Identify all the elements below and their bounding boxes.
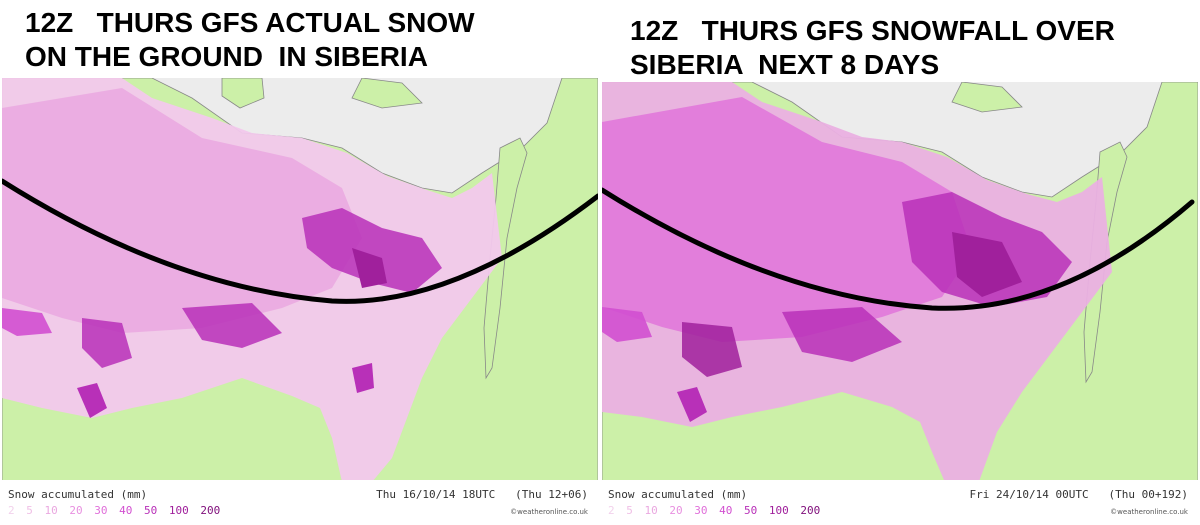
legend-level: 100 — [768, 504, 789, 517]
legend-level: 200 — [200, 504, 221, 517]
legend-scale: 2 5 10 20 30 40 50 100 200 — [608, 504, 825, 517]
legend-level: 40 — [119, 504, 133, 517]
credit: ©weatheronline.co.uk — [510, 508, 588, 516]
legend-level: 10 — [644, 504, 658, 517]
snow-field — [602, 307, 652, 342]
panel-title: 12Z THURS GFS SNOWFALL OVER SIBERIA NEXT… — [630, 15, 1115, 80]
annotation-curve — [602, 187, 1195, 311]
map-footer: Snow accumulated (mm) 2 5 10 20 30 40 50… — [0, 480, 600, 525]
legend-level: 200 — [800, 504, 821, 517]
valid-time: Fri 24/10/14 00UTC (Thu 00+192) — [969, 488, 1188, 501]
legend-level: 20 — [669, 504, 683, 517]
snow-field — [77, 383, 107, 418]
legend-level: 40 — [719, 504, 733, 517]
panel-title: 12Z THURS GFS ACTUAL SNOW ON THE GROUND … — [25, 7, 475, 72]
arctic-island — [221, 78, 265, 109]
legend-scale: 2 5 10 20 30 40 50 100 200 — [8, 504, 225, 517]
snow-field — [952, 232, 1022, 297]
snow-map-svg — [602, 82, 1198, 487]
snow-field — [2, 88, 362, 333]
snow-field — [602, 97, 972, 342]
legend-title: Snow accumulated (mm) — [8, 488, 148, 501]
legend-level: 5 — [26, 504, 33, 517]
snow-field — [2, 308, 52, 336]
legend-title: Snow accumulated (mm) — [608, 488, 748, 501]
snow-field — [302, 208, 442, 293]
annotation-curve — [2, 178, 598, 304]
panel-snowfall-8days: 12Z THURS GFS SNOWFALL OVER SIBERIA NEXT… — [600, 0, 1200, 525]
panel-snow-depth: 12Z THURS GFS ACTUAL SNOW ON THE GROUND … — [0, 7, 600, 525]
snow-field — [82, 318, 132, 368]
snow-map — [2, 78, 598, 482]
snow-field — [677, 387, 707, 422]
legend-level: 5 — [626, 504, 633, 517]
snow-field — [182, 303, 282, 348]
legend-level: 50 — [744, 504, 758, 517]
snow-field — [352, 248, 387, 288]
legend-level: 30 — [694, 504, 708, 517]
map-footer: Snow accumulated (mm) 2 5 10 20 30 40 50… — [600, 480, 1200, 525]
legend-level: 10 — [44, 504, 58, 517]
legend-level: 50 — [144, 504, 158, 517]
snow-field — [682, 322, 742, 377]
credit: ©weatheronline.co.uk — [1110, 508, 1188, 516]
arctic-island — [951, 82, 1023, 113]
snow-field — [782, 307, 902, 362]
legend-level: 20 — [69, 504, 83, 517]
arctic-island — [351, 78, 423, 109]
legend-level: 30 — [94, 504, 108, 517]
valid-time: Thu 16/10/14 18UTC (Thu 12+06) — [376, 488, 588, 501]
legend-level: 2 — [608, 504, 615, 517]
snow-field — [352, 363, 374, 393]
legend-level: 2 — [8, 504, 15, 517]
legend-level: 100 — [168, 504, 189, 517]
snow-map-svg — [2, 78, 598, 482]
snow-map — [602, 82, 1198, 487]
